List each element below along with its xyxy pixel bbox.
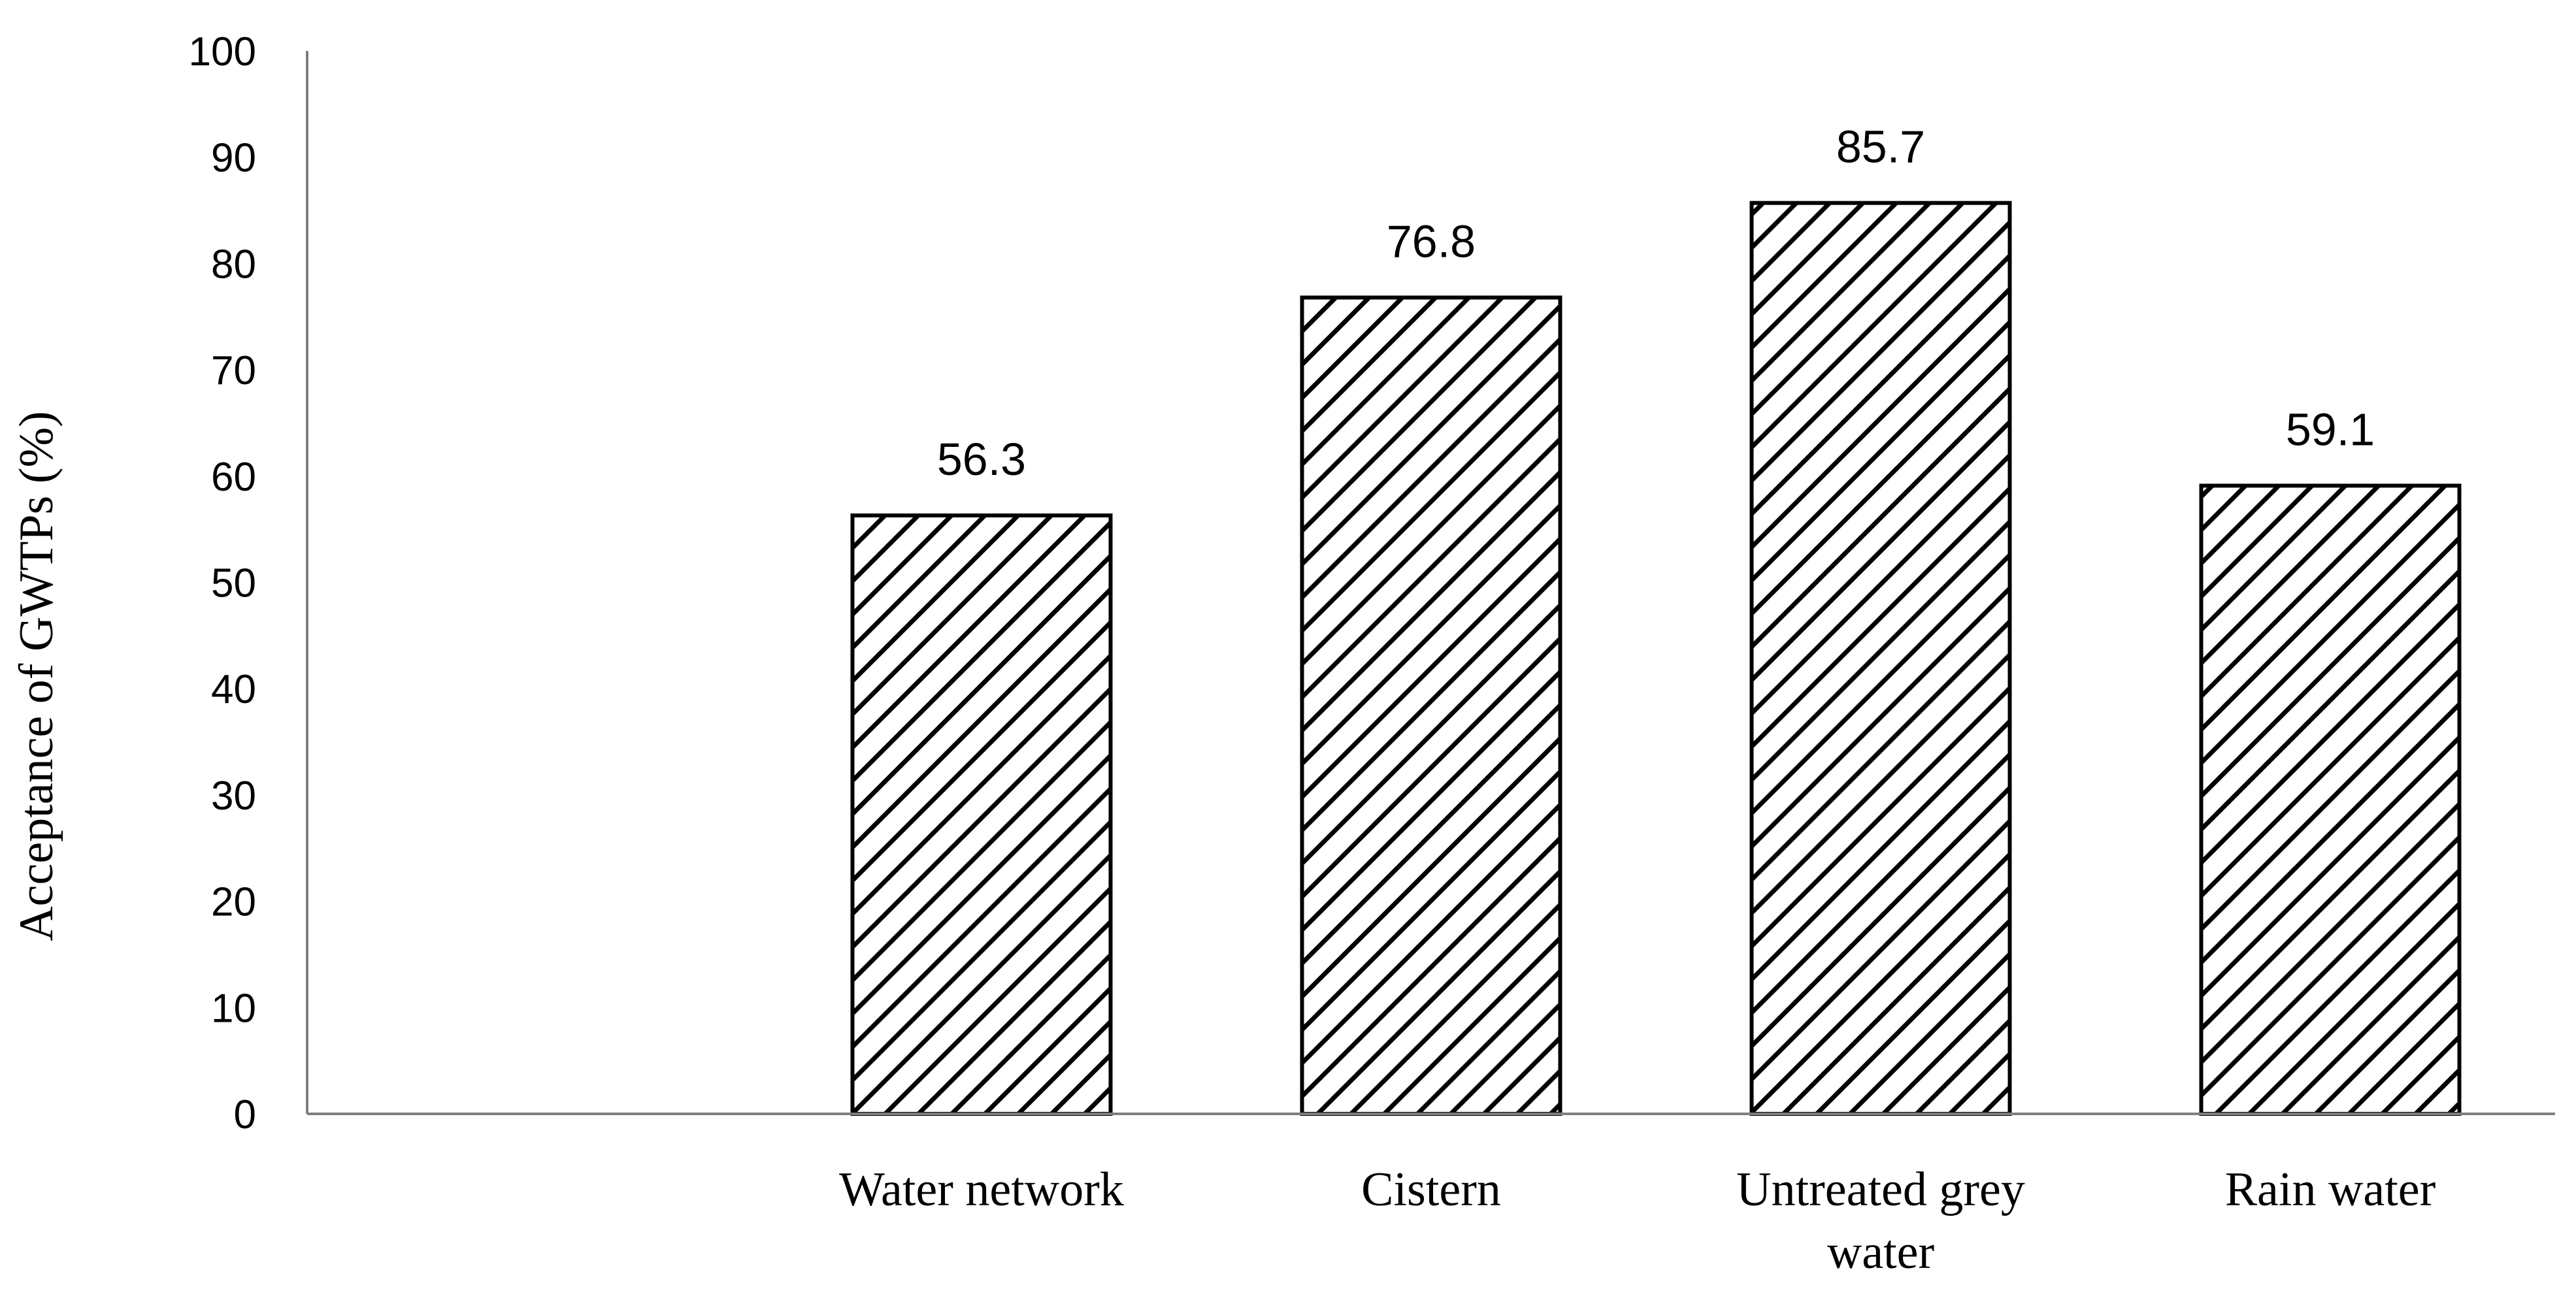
y-tick-label: 80 — [211, 242, 256, 287]
x-tick-label: Cistern — [1361, 1163, 1501, 1216]
x-tick-label: Untreated grey water — [1736, 1163, 2025, 1279]
y-tick-label: 20 — [211, 880, 256, 925]
x-tick-label: Rain water — [2225, 1163, 2436, 1216]
data-labels: 56.3 76.8 85.7 59.1 — [937, 122, 2375, 485]
bar — [850, 513, 1113, 1116]
bar — [1300, 295, 1562, 1116]
y-tick-labels: 0 10 20 30 40 50 60 70 80 90 100 — [189, 29, 256, 1137]
data-label: 59.1 — [2286, 404, 2375, 455]
y-tick-label: 40 — [211, 667, 256, 712]
y-tick-label: 60 — [211, 455, 256, 500]
y-tick-label: 10 — [211, 986, 256, 1031]
y-tick-label: 90 — [211, 136, 256, 181]
y-tick-label: 100 — [189, 29, 256, 74]
y-tick-label: 0 — [234, 1092, 256, 1137]
bars — [850, 201, 2462, 1116]
category-labels: Water network Cistern Untreated grey water R… — [839, 1163, 2436, 1279]
x-tick-label: Water network — [839, 1163, 1124, 1216]
data-label: 56.3 — [937, 434, 1026, 485]
y-axis-title: Acceptance of GWTPs (%) — [10, 411, 63, 941]
y-tick-label: 70 — [211, 348, 256, 393]
y-tick-label: 50 — [211, 561, 256, 606]
y-tick-label: 30 — [211, 773, 256, 819]
bar — [2199, 483, 2462, 1116]
data-label: 85.7 — [1836, 122, 1925, 172]
data-label: 76.8 — [1387, 216, 1476, 267]
bar — [1749, 201, 2012, 1116]
